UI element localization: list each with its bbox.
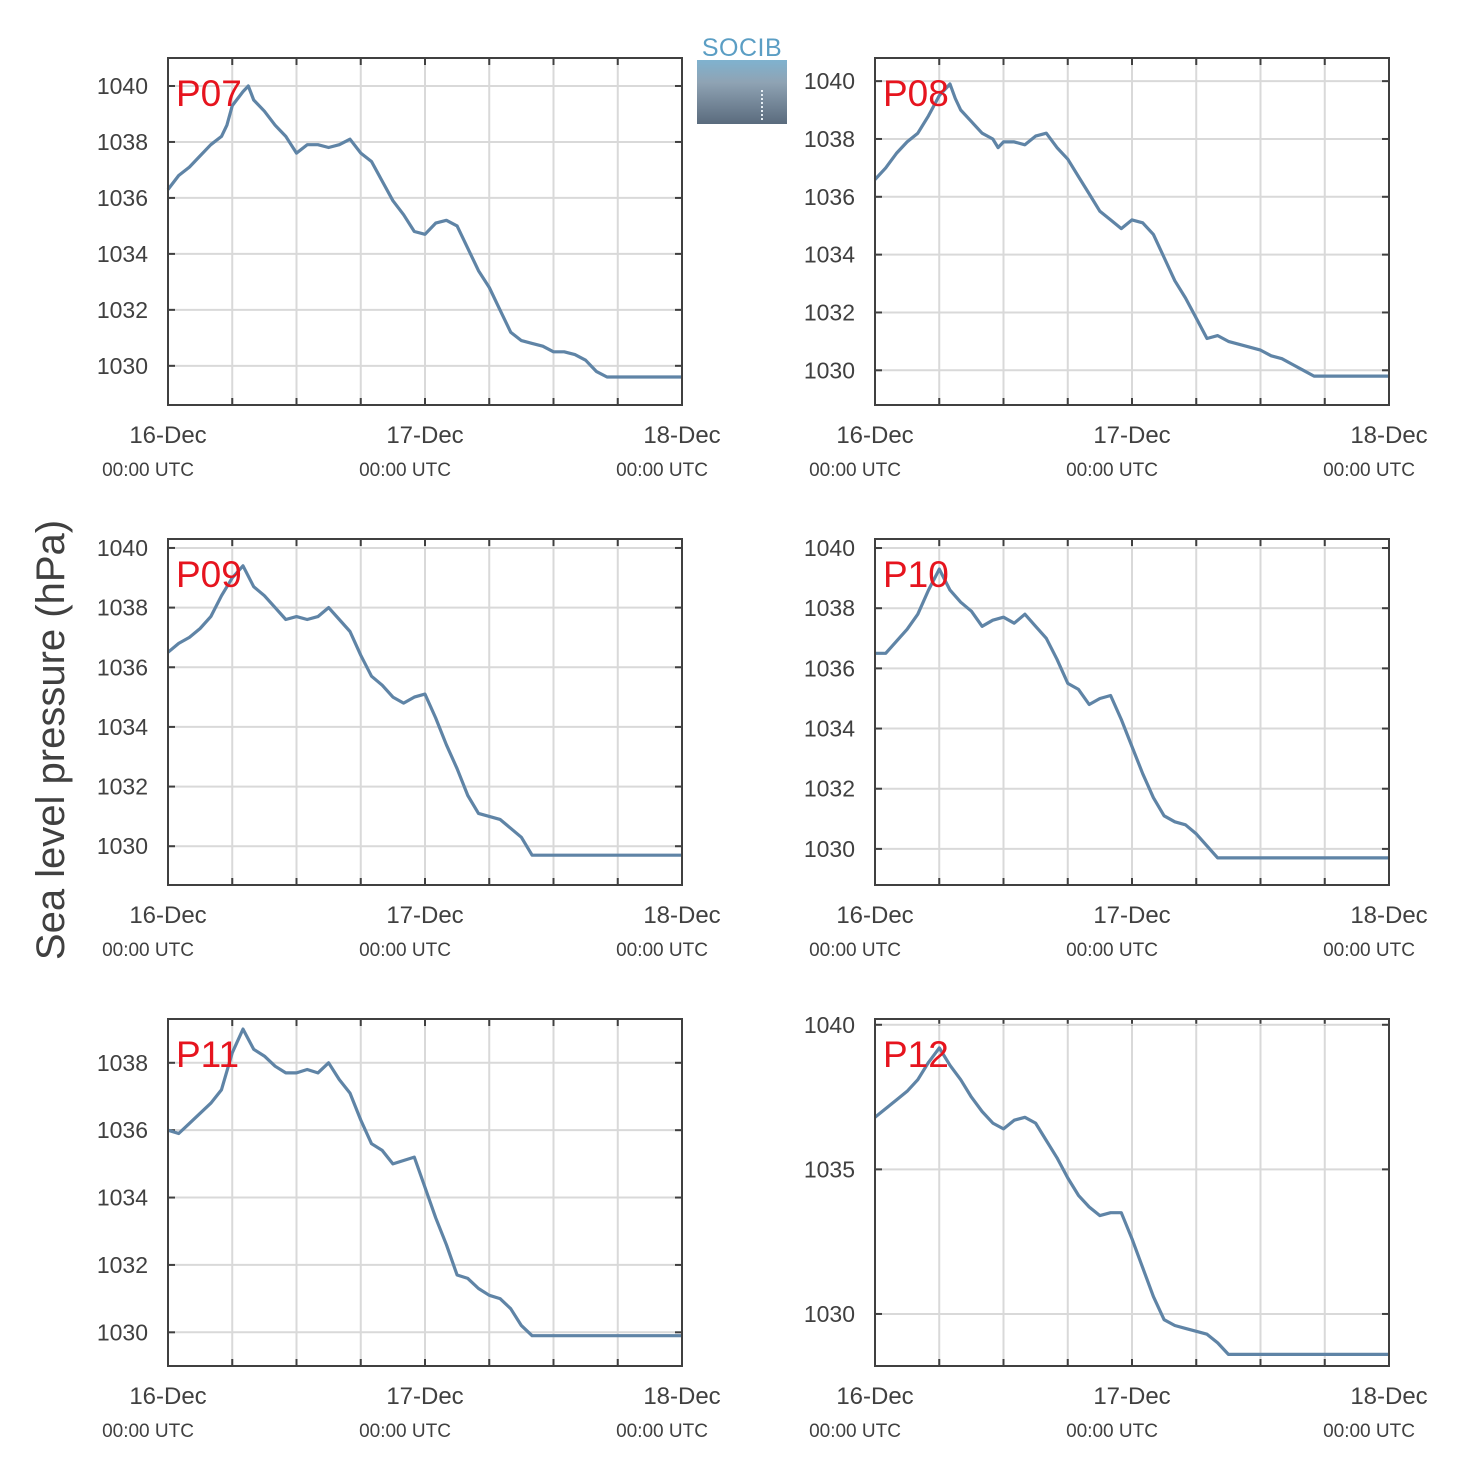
x-tick-sublabel: 00:00 UTC (102, 940, 194, 961)
plot-frame (167, 57, 683, 406)
x-tick-sublabel: 00:00 UTC (359, 460, 451, 481)
y-tick-label: 1034 (804, 716, 855, 742)
y-tick-label: 1032 (97, 1252, 148, 1278)
x-tick-sublabel: 00:00 UTC (1323, 940, 1415, 961)
logo-dash (761, 90, 763, 120)
socib-logo: SOCIB (697, 34, 787, 124)
series-line (167, 1027, 682, 1338)
plot-frame (874, 57, 1390, 406)
panel-p10: 1030 1032 1034 1036 1038 1040 16-Dec 00:00 UTC 1… (804, 535, 1428, 961)
y-tick-label: 1034 (97, 714, 148, 740)
plot-frame (167, 1018, 683, 1367)
y-tick-label: 1030 (804, 357, 855, 383)
station-label: P08 (883, 73, 949, 114)
y-tick-label: 1035 (804, 1156, 855, 1182)
y-tick-label: 1032 (97, 774, 148, 800)
x-tick-label: 17-Dec (1093, 422, 1170, 449)
series-line (875, 567, 1389, 860)
y-tick-label: 1038 (97, 129, 148, 155)
x-tick-sublabel: 00:00 UTC (616, 460, 708, 481)
y-tick-label: 1030 (97, 833, 148, 859)
y-tick-label: 1036 (97, 654, 148, 680)
station-label: P10 (883, 554, 949, 595)
x-tick-sublabel: 00:00 UTC (1066, 1421, 1158, 1442)
x-tick-label: 17-Dec (1093, 902, 1170, 929)
x-tick-label: 17-Dec (386, 422, 463, 449)
y-tick-label: 1030 (97, 353, 148, 379)
x-tick-sublabel: 00:00 UTC (102, 1421, 194, 1442)
x-tick-sublabel: 00:00 UTC (102, 460, 194, 481)
x-tick-label: 17-Dec (1093, 1383, 1170, 1410)
x-tick-label: 16-Dec (836, 902, 913, 929)
plot-frame (874, 1018, 1390, 1367)
y-tick-label: 1040 (97, 73, 148, 99)
station-label: P11 (176, 1034, 239, 1075)
y-tick-label: 1036 (97, 185, 148, 211)
y-tick-label: 1038 (804, 595, 855, 621)
y-tick-label: 1034 (97, 1185, 148, 1211)
y-tick-label: 1036 (97, 1117, 148, 1143)
x-tick-label: 16-Dec (129, 422, 206, 449)
y-axis-label: Sea level pressure (hPa) (29, 520, 73, 960)
y-tick-label: 1040 (97, 535, 148, 561)
x-tick-label: 17-Dec (386, 1383, 463, 1410)
x-tick-sublabel: 00:00 UTC (1323, 1421, 1415, 1442)
station-label: P12 (883, 1034, 949, 1075)
x-tick-sublabel: 00:00 UTC (1066, 940, 1158, 961)
x-tick-label: 18-Dec (1350, 902, 1427, 929)
x-tick-sublabel: 00:00 UTC (359, 940, 451, 961)
y-tick-label: 1032 (804, 299, 855, 325)
station-label: P07 (176, 73, 242, 114)
y-tick-label: 1040 (804, 535, 855, 561)
y-tick-label: 1032 (97, 297, 148, 323)
x-tick-sublabel: 00:00 UTC (1323, 460, 1415, 481)
y-tick-label: 1030 (97, 1319, 148, 1345)
series-line (166, 84, 682, 379)
y-tick-label: 1030 (804, 1301, 855, 1327)
y-tick-label: 1038 (97, 1050, 148, 1076)
x-tick-sublabel: 00:00 UTC (1066, 460, 1158, 481)
panel-p08: 1030 1032 1034 1036 1038 1040 16-Dec 00:00 UTC 1… (804, 57, 1428, 481)
x-tick-sublabel: 00:00 UTC (809, 460, 901, 481)
x-tick-label: 16-Dec (836, 1383, 913, 1410)
panel-p07: 1030 1032 1034 1036 1038 1040 16-Dec 00:00 UTC 1… (97, 57, 721, 481)
x-tick-sublabel: 00:00 UTC (359, 1421, 451, 1442)
x-tick-sublabel: 00:00 UTC (616, 940, 708, 961)
plot-frame (167, 538, 683, 886)
y-tick-label: 1036 (804, 184, 855, 210)
x-tick-label: 18-Dec (1350, 1383, 1427, 1410)
y-tick-label: 1034 (804, 242, 855, 268)
x-tick-sublabel: 00:00 UTC (809, 1421, 901, 1442)
x-tick-label: 18-Dec (643, 1383, 720, 1410)
panel-p09: 1030 1032 1034 1036 1038 1040 16-Dec 00:00 UTC 1… (97, 535, 721, 961)
series-line (873, 1046, 1389, 1356)
logo-wave-icon (697, 60, 787, 124)
x-tick-label: 18-Dec (643, 422, 720, 449)
y-tick-label: 1038 (804, 126, 855, 152)
logo-text: SOCIB (701, 34, 783, 62)
x-tick-sublabel: 00:00 UTC (616, 1421, 708, 1442)
panel-p11: 1030 1032 1034 1036 1038 16-Dec 00:00 UTC 17-De… (97, 1018, 721, 1442)
y-tick-label: 1040 (804, 68, 855, 94)
x-tick-label: 18-Dec (1350, 422, 1427, 449)
x-tick-label: 17-Dec (386, 902, 463, 929)
y-tick-label: 1036 (804, 655, 855, 681)
series-line (873, 82, 1389, 378)
x-tick-label: 18-Dec (643, 902, 720, 929)
x-tick-sublabel: 00:00 UTC (809, 940, 901, 961)
y-tick-label: 1030 (804, 836, 855, 862)
series-line (166, 564, 682, 857)
station-label: P09 (176, 554, 242, 595)
x-tick-label: 16-Dec (129, 902, 206, 929)
y-tick-label: 1040 (804, 1012, 855, 1038)
x-tick-label: 16-Dec (836, 422, 913, 449)
plot-frame (874, 538, 1390, 886)
x-tick-label: 16-Dec (129, 1383, 206, 1410)
y-tick-label: 1032 (804, 776, 855, 802)
y-tick-label: 1038 (97, 595, 148, 621)
panel-p12: 1030 1035 1040 16-Dec 00:00 UTC 17-Dec 00:00 U… (804, 1012, 1428, 1442)
y-tick-label: 1034 (97, 241, 148, 267)
